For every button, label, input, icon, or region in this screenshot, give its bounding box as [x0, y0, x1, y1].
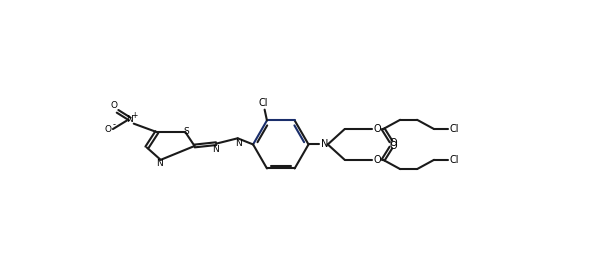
Text: N: N	[212, 145, 219, 154]
Text: +: +	[131, 111, 137, 120]
Text: O: O	[104, 124, 111, 134]
Text: O: O	[373, 155, 381, 165]
Text: N: N	[156, 159, 164, 168]
Text: O: O	[389, 138, 397, 148]
Text: N: N	[126, 115, 133, 123]
Text: -: -	[112, 120, 115, 129]
Text: O: O	[389, 141, 397, 151]
Text: O: O	[110, 101, 117, 110]
Text: N: N	[235, 139, 242, 148]
Text: S: S	[183, 127, 189, 136]
Text: Cl: Cl	[258, 99, 268, 108]
Text: N: N	[321, 139, 328, 149]
Text: Cl: Cl	[449, 155, 459, 165]
Text: O: O	[373, 124, 381, 134]
Text: Cl: Cl	[449, 124, 459, 134]
